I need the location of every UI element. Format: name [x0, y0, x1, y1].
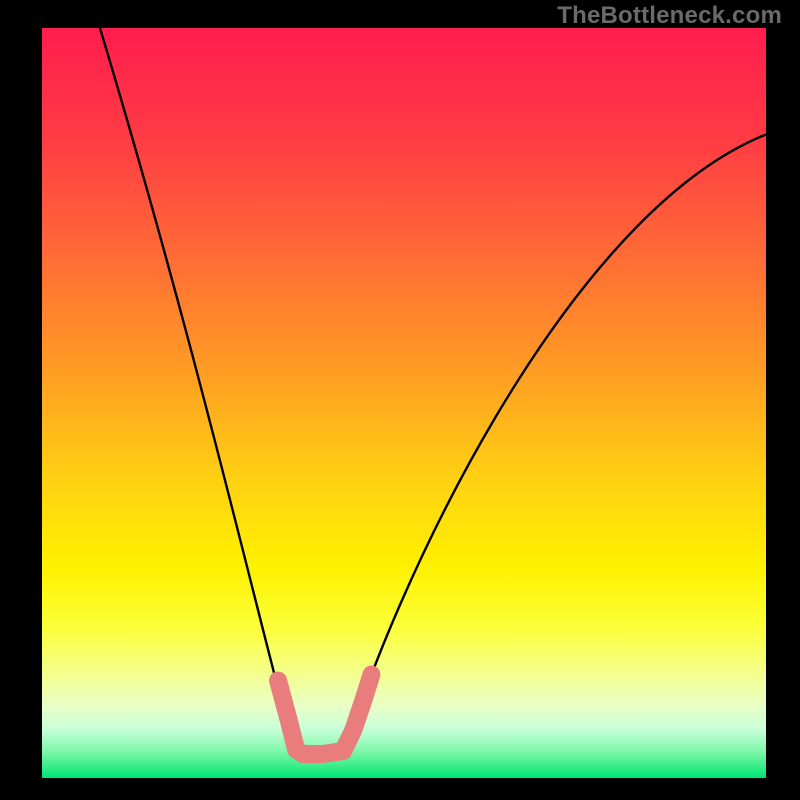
plot-background — [42, 28, 766, 778]
chart-svg — [0, 0, 800, 800]
